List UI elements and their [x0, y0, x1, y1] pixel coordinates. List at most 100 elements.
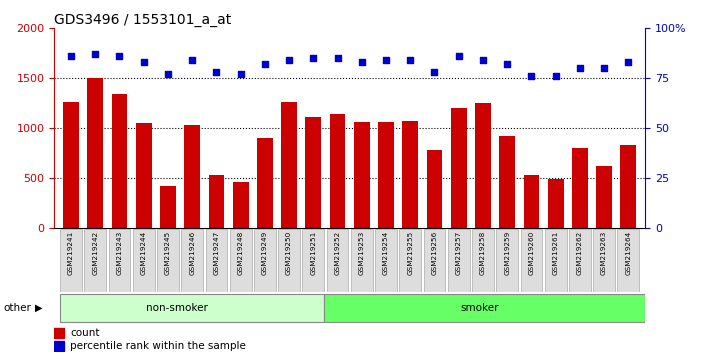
Text: GSM219243: GSM219243	[117, 231, 123, 275]
Point	[598, 65, 610, 71]
Bar	[257, 138, 273, 228]
Point	[187, 57, 198, 63]
FancyBboxPatch shape	[617, 229, 640, 292]
Bar	[112, 94, 128, 228]
FancyBboxPatch shape	[109, 229, 131, 292]
Text: GSM219256: GSM219256	[431, 231, 438, 275]
Text: ▶: ▶	[35, 303, 42, 313]
Bar	[427, 150, 443, 228]
Bar	[548, 179, 564, 228]
Text: GSM219248: GSM219248	[238, 231, 244, 275]
Text: GSM219241: GSM219241	[68, 231, 74, 275]
Bar	[63, 102, 79, 228]
FancyBboxPatch shape	[181, 229, 203, 292]
Text: GSM219245: GSM219245	[165, 231, 171, 275]
Bar	[451, 108, 466, 228]
Text: non-smoker: non-smoker	[146, 303, 208, 313]
Bar	[354, 122, 370, 228]
FancyBboxPatch shape	[448, 229, 469, 292]
Point	[429, 69, 441, 75]
FancyBboxPatch shape	[324, 294, 645, 322]
Text: GSM219262: GSM219262	[577, 231, 583, 275]
Bar	[329, 114, 345, 228]
Bar	[402, 121, 418, 228]
FancyBboxPatch shape	[593, 229, 615, 292]
Bar	[233, 182, 249, 228]
Text: count: count	[71, 327, 99, 338]
Text: GSM219258: GSM219258	[480, 231, 486, 275]
Text: GSM219261: GSM219261	[552, 231, 559, 275]
Point	[66, 53, 77, 59]
Text: GDS3496 / 1553101_a_at: GDS3496 / 1553101_a_at	[54, 13, 231, 27]
Bar	[281, 102, 297, 228]
Point	[501, 62, 513, 67]
FancyBboxPatch shape	[133, 229, 154, 292]
FancyBboxPatch shape	[205, 229, 227, 292]
FancyBboxPatch shape	[569, 229, 590, 292]
Text: percentile rank within the sample: percentile rank within the sample	[71, 341, 246, 351]
Point	[162, 72, 174, 77]
Text: GSM219257: GSM219257	[456, 231, 461, 275]
Text: GSM219242: GSM219242	[92, 231, 98, 275]
Text: GSM219253: GSM219253	[359, 231, 365, 275]
Point	[89, 51, 101, 57]
FancyBboxPatch shape	[375, 229, 397, 292]
Text: GSM219263: GSM219263	[601, 231, 607, 275]
FancyBboxPatch shape	[327, 229, 348, 292]
Point	[622, 59, 634, 65]
Bar	[87, 78, 103, 228]
Bar	[208, 175, 224, 228]
Text: GSM219252: GSM219252	[335, 231, 340, 275]
Text: smoker: smoker	[460, 303, 498, 313]
Point	[308, 56, 319, 61]
Point	[283, 57, 295, 63]
Text: GSM219246: GSM219246	[189, 231, 195, 275]
Bar	[378, 122, 394, 228]
Point	[380, 57, 392, 63]
Point	[550, 74, 562, 79]
FancyBboxPatch shape	[254, 229, 275, 292]
Text: GSM219254: GSM219254	[383, 231, 389, 275]
Text: GSM219259: GSM219259	[504, 231, 510, 275]
Point	[114, 53, 125, 59]
FancyBboxPatch shape	[60, 294, 324, 322]
Point	[235, 72, 247, 77]
Point	[574, 65, 585, 71]
Text: GSM219260: GSM219260	[528, 231, 534, 275]
Bar	[306, 117, 322, 228]
Bar	[475, 103, 491, 228]
FancyBboxPatch shape	[60, 229, 82, 292]
Text: other: other	[4, 303, 32, 313]
Point	[332, 56, 343, 61]
Point	[404, 57, 416, 63]
Bar	[523, 175, 539, 228]
Point	[453, 53, 464, 59]
FancyBboxPatch shape	[496, 229, 518, 292]
Text: GSM219255: GSM219255	[407, 231, 413, 275]
Point	[211, 69, 222, 75]
Bar	[160, 186, 176, 228]
FancyBboxPatch shape	[157, 229, 179, 292]
Bar	[54, 341, 64, 351]
Point	[356, 59, 368, 65]
Bar	[185, 125, 200, 228]
Point	[526, 74, 537, 79]
FancyBboxPatch shape	[351, 229, 373, 292]
FancyBboxPatch shape	[399, 229, 421, 292]
Text: GSM219251: GSM219251	[310, 231, 317, 275]
Bar	[621, 145, 636, 228]
Point	[138, 59, 149, 65]
FancyBboxPatch shape	[545, 229, 567, 292]
FancyBboxPatch shape	[278, 229, 300, 292]
Text: GSM219247: GSM219247	[213, 231, 219, 275]
Point	[259, 62, 270, 67]
FancyBboxPatch shape	[84, 229, 106, 292]
Bar	[596, 166, 612, 228]
Bar	[136, 123, 151, 228]
Bar	[572, 148, 588, 228]
Text: GSM219264: GSM219264	[625, 231, 632, 275]
Text: GSM219244: GSM219244	[141, 231, 147, 275]
Point	[477, 57, 489, 63]
Text: GSM219250: GSM219250	[286, 231, 292, 275]
Bar	[54, 327, 64, 338]
